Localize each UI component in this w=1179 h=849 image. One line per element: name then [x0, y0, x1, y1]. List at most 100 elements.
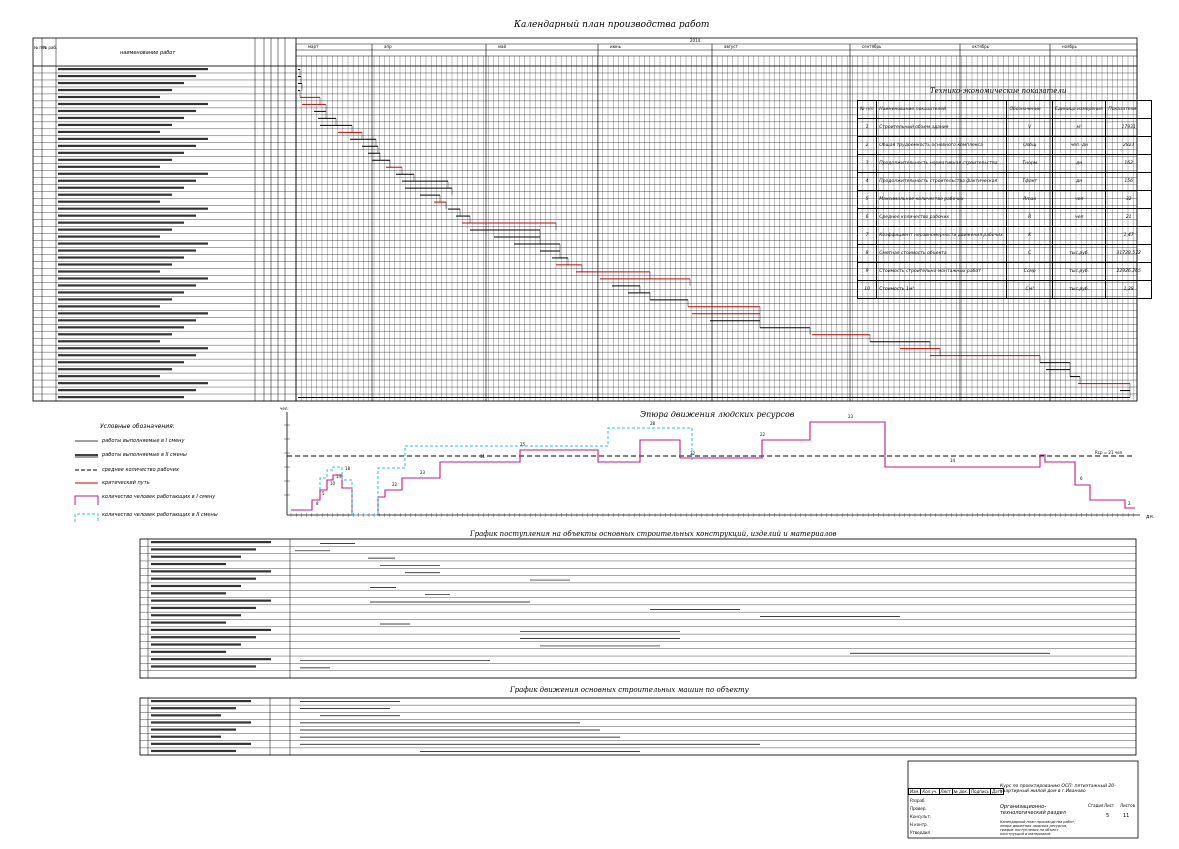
gantt-row-name-text [58, 221, 184, 224]
tep-title: Технико-экономические показатели [930, 87, 1067, 95]
tep-row: 4 Продолжительность строительства фактиче… [856, 172, 1152, 191]
res-level-label: 25 [520, 442, 526, 447]
tep-h-unit: Единица измерения [1052, 100, 1107, 119]
supply-title: График поступления на объекты основных с… [470, 530, 837, 538]
tep-cell: 7 [856, 226, 878, 245]
gantt-row-name-text [58, 88, 172, 92]
gantt-row-name-text [58, 396, 184, 399]
stamp-col-izm: Изм. [907, 788, 922, 795]
gantt-row-name-text [58, 305, 160, 308]
tep-row: 7 Коэффициент неравномерности движения ра… [856, 226, 1152, 245]
stamp-stage-label: Стадия [1088, 803, 1104, 808]
tep-cell: тыс.руб. [1052, 280, 1107, 299]
legend-item-shift1: работы выполняемые в I смену [102, 438, 185, 444]
tep-cell: 5 [856, 190, 878, 209]
stamp-role: Утвердил [910, 830, 931, 835]
res-level-label: 8 [316, 501, 319, 506]
supply-row-name-text [151, 628, 271, 631]
gantt-row-name-text [58, 151, 184, 154]
tep-cell: C [1006, 244, 1054, 263]
tep-h-sym: Обозначение [1006, 100, 1054, 119]
gantt-row-name-text [58, 102, 208, 106]
stamp-sheet-name: Организационно-технологический раздел [1000, 804, 1066, 816]
gantt-row-name-text [58, 109, 196, 113]
tep-cell: 3 [856, 154, 878, 173]
tep-cell: чел.-дн [1052, 136, 1107, 155]
machine-row-name-text [151, 749, 236, 753]
gantt-row-name-text [58, 319, 196, 322]
gantt-row-name-text [58, 312, 208, 315]
tep-cell: - [1052, 226, 1107, 245]
machine-row-name-text [151, 707, 236, 710]
stamp-col-sign: Подпись [969, 788, 992, 795]
tep-cell: тыс.руб. [1052, 244, 1107, 263]
stamp-col-list: Лист [938, 788, 953, 795]
tep-cell: 6 [856, 208, 878, 227]
tep-cell: 31728,572 [1105, 244, 1152, 263]
res-level-label: 14 [336, 474, 342, 479]
gantt-row-name-text [58, 291, 184, 294]
res-avg-label: Rср = 21 чел [1095, 450, 1123, 455]
supply-row-name-text [151, 599, 271, 602]
gantt-row-name-text [58, 256, 184, 259]
supply-row-name-text [151, 541, 271, 544]
tep-cell: Общая трудоемкость основного комплекса [876, 136, 1008, 155]
res-level-label: 22 [760, 432, 766, 437]
gantt-row-name-text [58, 68, 208, 71]
stamp-role: Провер. [910, 806, 927, 811]
gantt-row-name-text [58, 284, 196, 287]
supply-row-name-text [151, 665, 256, 668]
title-block-cols: Изм. Кол.уч. Лист № док. Подпись Дата [907, 788, 1005, 795]
year-label: 2014 [690, 38, 701, 43]
tep-table: № п/п Наименование показателей Обозначен… [856, 100, 1152, 299]
res-level-label: 18 [345, 466, 351, 471]
legend-title: Условные обозначения: [100, 423, 175, 430]
stamp-col-kol: Кол.уч. [920, 788, 940, 795]
gantt-row-name-text [58, 81, 184, 85]
tep-cell: R̄ [1006, 208, 1054, 227]
legend-item-people-shift1: количество человек работающих в I смену [102, 494, 216, 500]
machine-row-name-text [151, 728, 236, 731]
tep-cell: чел [1052, 208, 1107, 227]
gantt-row-name-text [58, 382, 208, 385]
month-label: октябрь [972, 44, 989, 49]
tep-cell: Tнорм [1006, 154, 1054, 173]
supply-row-name-text [151, 570, 271, 573]
supply-row-name-text [151, 658, 271, 661]
month-label: июнь [610, 44, 621, 49]
tep-h-name: Наименование показателей [876, 100, 1008, 119]
tep-cell: 32 [1105, 190, 1152, 209]
tep-cell: Qобщ [1006, 136, 1054, 155]
tep-cell: 8 [856, 244, 878, 263]
tep-cell: Продолжительность строительства фактичес… [876, 172, 1008, 191]
gantt-row-name-text [58, 368, 172, 371]
tep-cell: Стоимость 1м³ [876, 280, 1008, 299]
supply-row-name-text [151, 636, 256, 639]
stamp-project: Курс по проектированию ОСП: пятиэтажный … [1000, 784, 1116, 794]
tep-cell: 2823 [1105, 136, 1152, 155]
gantt-row-name-text [58, 340, 160, 343]
stamp-sheet-value: 5 [1106, 813, 1110, 819]
supply-row-name-text [151, 614, 241, 617]
tep-cell: дн [1052, 172, 1107, 191]
gantt-row-name-text [58, 361, 184, 364]
month-label: март [308, 44, 319, 49]
tep-cell: 162 [1105, 154, 1152, 173]
tep-cell: V [1006, 118, 1054, 137]
stamp-role: Н.контр. [910, 822, 928, 827]
supply-row-name-text [151, 592, 226, 595]
tep-cell: 2 [856, 136, 878, 155]
gantt-row-name-text [58, 74, 196, 78]
stamp-sheets-label: Листов [1120, 803, 1135, 808]
tep-cell: Максимальное количество рабочих [876, 190, 1008, 209]
tep-cell: 1 [856, 118, 878, 137]
gantt-row-name-text [58, 200, 160, 203]
res-x-label: дн. [1146, 514, 1155, 520]
machine-row-name-text [151, 742, 251, 745]
gantt-row-name-text [58, 333, 172, 336]
month-label: апр [384, 44, 392, 49]
supply-row-name-text [151, 606, 256, 610]
machine-row-name-text [151, 721, 251, 724]
supply-row-name-text [151, 650, 226, 653]
gantt-row-name-text [58, 347, 208, 350]
